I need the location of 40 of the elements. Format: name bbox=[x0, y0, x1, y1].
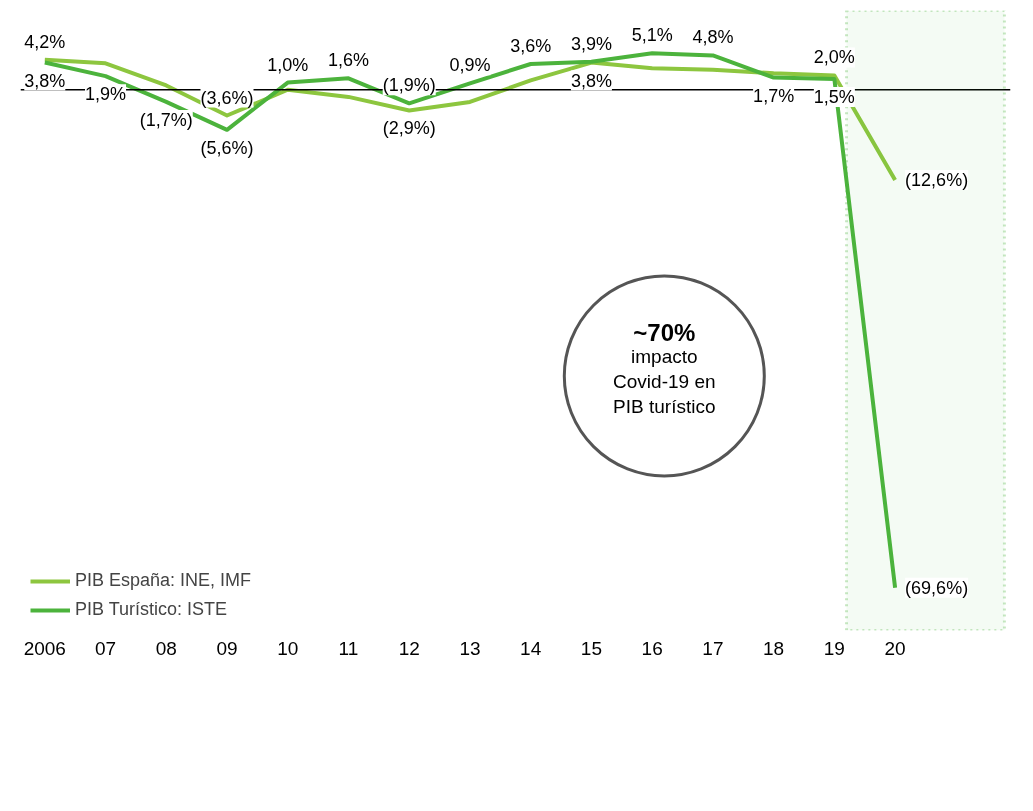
data-label: 1,7% bbox=[753, 85, 795, 106]
data-label: 1,0% bbox=[267, 54, 309, 75]
data-label: 3,8% bbox=[570, 70, 612, 91]
data-label: (2,9%) bbox=[382, 118, 436, 139]
x-tick-label: 13 bbox=[459, 637, 481, 659]
x-tick-label: 07 bbox=[94, 637, 117, 659]
data-label: (69,6%) bbox=[905, 577, 969, 598]
x-tick-label: 2006 bbox=[23, 637, 66, 659]
x-tick-label: 08 bbox=[155, 637, 177, 659]
x-tick-label: 14 bbox=[520, 637, 542, 659]
data-label: (3,6%) bbox=[200, 87, 254, 108]
data-label: 0,9% bbox=[449, 55, 491, 76]
annotation: impacto Covid-19 en PIB turístico bbox=[613, 345, 716, 418]
data-label: 3,8% bbox=[24, 70, 66, 91]
annotation: ~70% bbox=[633, 318, 696, 346]
legend-label: PIB Turístico: ISTE bbox=[75, 599, 228, 620]
x-tick-label: 09 bbox=[216, 637, 238, 659]
x-tick-label: 17 bbox=[702, 637, 724, 659]
x-tick-label: 16 bbox=[641, 637, 663, 659]
data-label: (5,6%) bbox=[200, 137, 254, 158]
data-label: 5,1% bbox=[631, 25, 673, 46]
data-label: 3,6% bbox=[510, 35, 552, 56]
data-label: 1,5% bbox=[813, 87, 855, 108]
data-label: 1,6% bbox=[327, 50, 369, 71]
data-label: 4,2% bbox=[24, 31, 66, 52]
legend-label: PIB España: INE, IMF bbox=[75, 570, 252, 591]
x-tick-label: 15 bbox=[580, 637, 602, 659]
data-label: (12,6%) bbox=[905, 169, 969, 190]
data-label: 3,9% bbox=[570, 33, 612, 54]
x-tick-label: 20 bbox=[884, 637, 906, 659]
x-tick-label: 19 bbox=[823, 637, 845, 659]
data-label: (1,9%) bbox=[382, 75, 436, 96]
x-tick-label: 12 bbox=[398, 637, 420, 659]
x-tick-label: 11 bbox=[338, 637, 359, 659]
x-tick-label: 18 bbox=[763, 637, 785, 659]
data-label: 1,9% bbox=[85, 84, 127, 105]
data-label: 4,8% bbox=[692, 27, 734, 48]
x-tick-label: 10 bbox=[277, 637, 299, 659]
data-label: (1,7%) bbox=[139, 109, 193, 130]
data-label: 2,0% bbox=[813, 47, 855, 68]
